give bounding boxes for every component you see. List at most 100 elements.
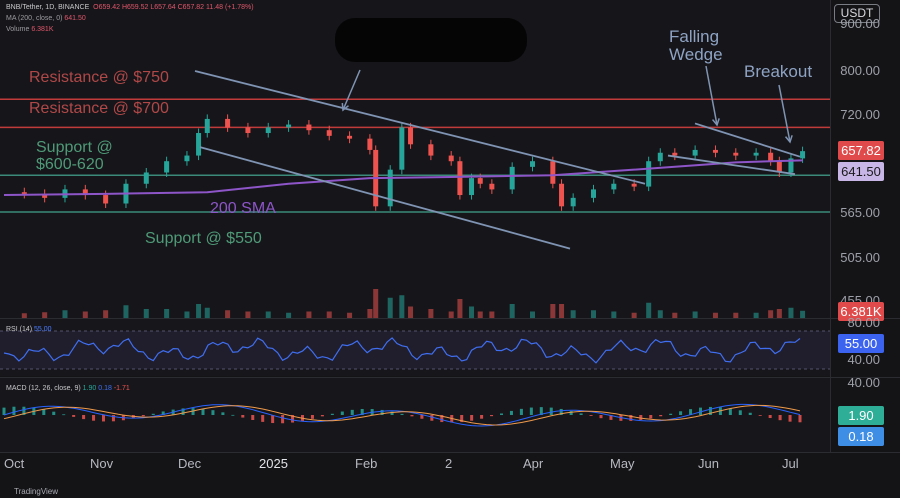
macd-histogram-bar — [380, 409, 384, 415]
volume-bar — [712, 312, 718, 318]
sma-price-label: 641.50 — [838, 162, 884, 181]
candle-body — [143, 172, 149, 184]
volume-bar — [326, 311, 332, 318]
macd-histogram-bar — [231, 414, 235, 416]
candle-body — [42, 193, 48, 198]
x-tick-oct: Oct — [4, 456, 25, 471]
macd-histogram-bar — [480, 415, 484, 419]
volume-bar — [347, 312, 353, 318]
macd-histogram-bar — [360, 408, 364, 415]
volume-bar — [286, 312, 292, 318]
volume-bar — [509, 304, 515, 318]
macd-histogram-bar — [241, 415, 245, 418]
price-tick-800: 800.00 — [840, 63, 880, 78]
price-tick-505: 505.00 — [840, 250, 880, 265]
macd-histogram-bar — [579, 413, 583, 415]
candle-body — [306, 124, 312, 131]
x-tick-dec: Dec — [178, 456, 202, 471]
candle-body — [570, 197, 576, 207]
candle-body — [245, 127, 251, 134]
candle-body — [776, 161, 782, 173]
candle-body — [631, 183, 637, 187]
annotation-arrow-top — [342, 69, 361, 111]
macd-histogram-bar — [191, 408, 195, 415]
volume-bar — [62, 310, 68, 318]
macd-histogram-bar — [72, 415, 76, 417]
candle-body — [672, 152, 678, 156]
macd-histogram-bar — [410, 415, 414, 417]
macd-histogram-bar — [350, 409, 354, 415]
macd-histogram-bar — [271, 415, 275, 424]
header-ma-line: MA (200, close, 0) 641.50 — [6, 15, 86, 22]
macd-histogram-bar — [768, 415, 772, 419]
macd-tick-40: 40.00 — [847, 375, 880, 390]
macd-histogram-bar — [400, 413, 404, 415]
macd-histogram-bar — [689, 409, 693, 415]
annotation-arrow-breakout — [778, 84, 791, 143]
candle-body — [530, 161, 536, 167]
macd-histogram-bar — [748, 412, 752, 415]
candle-body — [326, 130, 332, 136]
annotation-arrow-wedge — [705, 65, 718, 126]
volume-bar — [469, 306, 475, 318]
price-tick-565: 565.00 — [840, 205, 880, 220]
candle-body — [477, 178, 483, 184]
quote-currency-button[interactable]: USDT — [834, 4, 880, 23]
volume-bar — [399, 295, 405, 318]
current-price-label: 657.82 — [838, 141, 884, 160]
volume-bar — [143, 309, 149, 318]
volume-bar — [457, 299, 463, 318]
volume-bar — [123, 305, 129, 318]
macd-histogram-bar — [728, 408, 732, 415]
volume-bar — [657, 310, 663, 318]
volume-bar — [408, 306, 414, 318]
candle-body — [225, 118, 231, 128]
volume-bar — [196, 304, 202, 318]
volume-bar — [530, 311, 536, 318]
rsi-line — [3, 337, 801, 364]
descending-resistance-trendline — [194, 70, 646, 185]
volume-bar — [590, 310, 596, 318]
macd-histogram-bar — [440, 415, 444, 423]
redaction-blob — [335, 18, 527, 62]
signal-line — [3, 404, 801, 426]
candle-body — [448, 155, 454, 162]
rsi-header: RSI (14) 55.00 — [6, 326, 52, 333]
volume-bar — [753, 312, 759, 318]
wedge-upper-line — [694, 122, 801, 158]
rsi-tick-80: 80.00 — [847, 315, 880, 330]
macd-histogram-bar — [509, 410, 513, 415]
x-tick-apr: Apr — [523, 456, 544, 471]
macd-histogram-bar — [609, 415, 613, 420]
candle-body — [428, 144, 434, 156]
volume-bar — [477, 311, 483, 318]
volume-bar — [21, 313, 27, 318]
candle-body — [768, 152, 774, 162]
annotation-falling-wedge: Falling Wedge — [669, 27, 723, 64]
macd-histogram-bar — [281, 415, 285, 424]
volume-bar — [42, 312, 48, 318]
tradingview-logo: TradingView — [14, 487, 59, 496]
macd-histogram-bar — [310, 415, 314, 419]
volume-label: 6.381K — [838, 302, 884, 321]
volume-bar — [733, 312, 739, 318]
candle-body — [387, 169, 393, 207]
candle-body — [489, 183, 495, 190]
macd-histogram-bar — [788, 415, 792, 422]
annotation-support-600: Support @ $600-620 — [36, 139, 113, 173]
macd-histogram-bar — [659, 415, 663, 417]
header-volume-line: Volume 6.381K — [6, 26, 54, 33]
volume-bar — [768, 310, 774, 318]
candle-body — [21, 192, 27, 194]
candle-body — [611, 183, 617, 190]
header-symbol-line: BNB/Tether, 1D, BINANCE O659.42 H659.52 … — [6, 4, 254, 11]
x-tick-2025: 2025 — [259, 456, 288, 471]
macd-histogram-bar — [251, 415, 255, 420]
macd-histogram-bar — [340, 411, 344, 415]
macd-histogram-bar — [639, 415, 643, 421]
macd-header: MACD (12, 26, close, 9) 1.90 0.18 -1.71 — [6, 385, 130, 392]
macd-histogram-bar — [708, 406, 712, 415]
macd-histogram-bar — [569, 410, 573, 415]
volume-bar — [646, 302, 652, 318]
annotation-arrow-top-head — [341, 102, 349, 112]
